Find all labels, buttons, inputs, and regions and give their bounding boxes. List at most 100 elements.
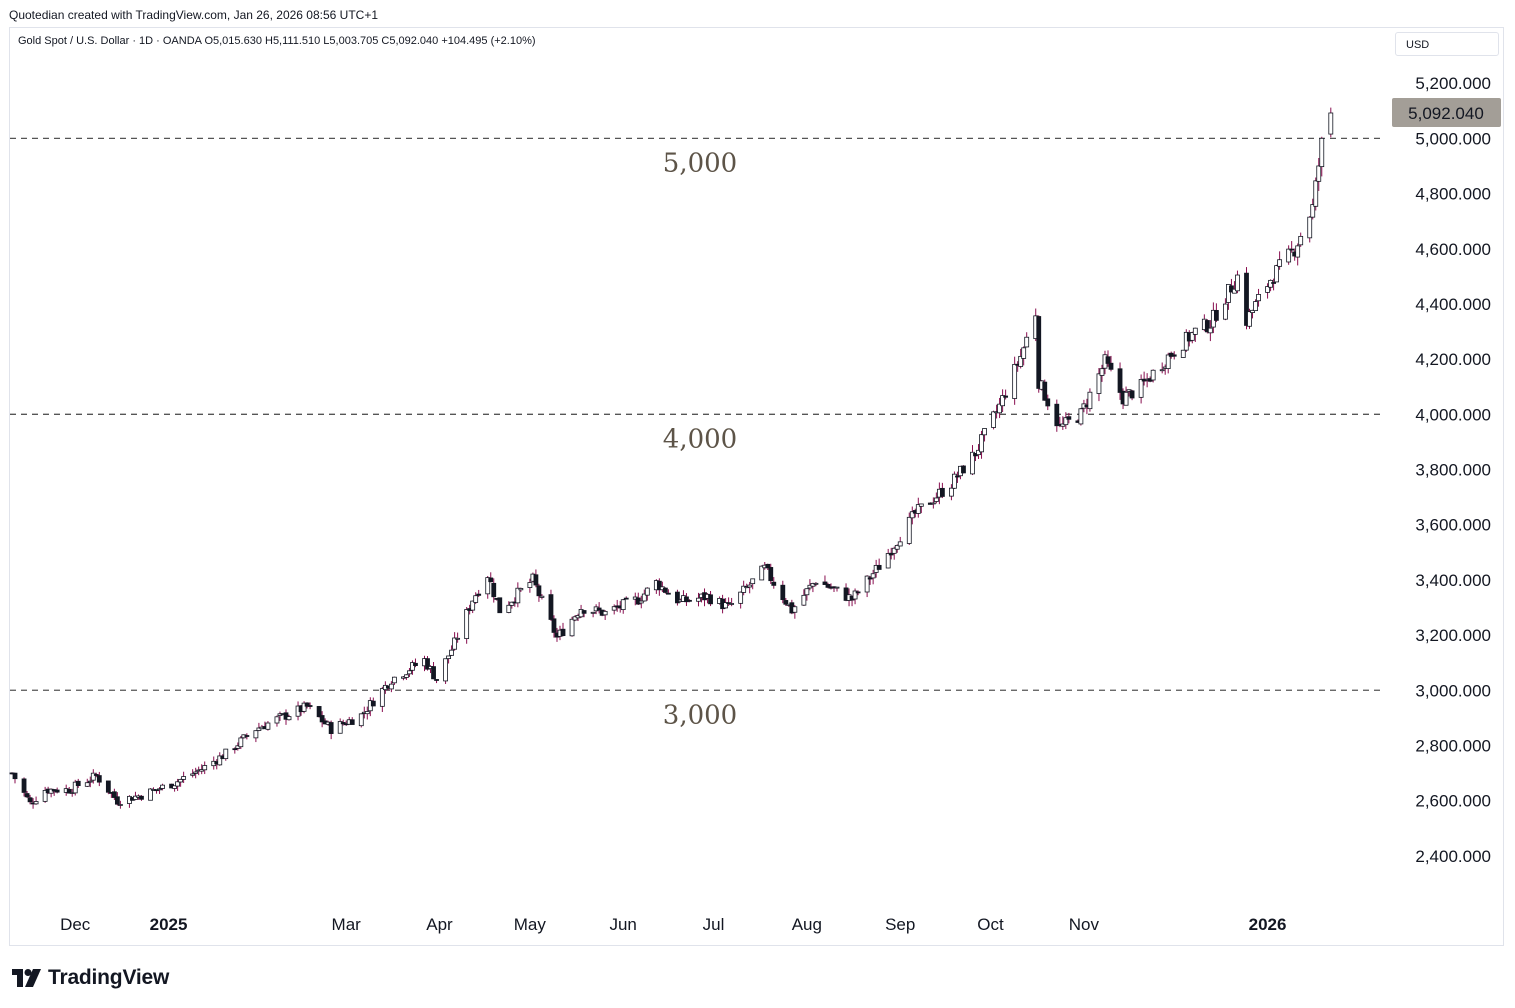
candle xyxy=(175,778,181,791)
candle xyxy=(1295,243,1301,266)
candle-body xyxy=(157,788,162,791)
candle xyxy=(780,580,786,604)
candle-body xyxy=(286,716,292,721)
candle-body xyxy=(253,730,259,739)
candle xyxy=(539,594,545,600)
candle xyxy=(1250,309,1255,319)
candle xyxy=(1036,315,1042,393)
candle xyxy=(825,582,831,589)
candle-body xyxy=(560,628,566,637)
x-tick-label: Mar xyxy=(332,915,362,934)
candle xyxy=(1096,368,1102,402)
candle xyxy=(1226,283,1231,310)
candle xyxy=(1298,232,1304,247)
candle xyxy=(139,795,144,801)
candle xyxy=(656,578,662,596)
candle-body xyxy=(867,577,873,580)
candle-body xyxy=(21,778,27,793)
candle-body xyxy=(1180,349,1186,358)
candle-body xyxy=(801,594,807,606)
candle-body xyxy=(1000,395,1006,407)
candle-body xyxy=(199,769,205,772)
candle-body xyxy=(687,599,692,602)
candle xyxy=(1000,389,1006,412)
candle xyxy=(470,600,476,614)
candle-body xyxy=(708,594,713,605)
candle-body xyxy=(413,662,418,666)
candle-body xyxy=(961,465,966,474)
candle-body xyxy=(641,593,647,602)
candle xyxy=(970,445,975,476)
candle-body xyxy=(870,573,876,579)
candle-body xyxy=(54,789,60,793)
candle-body xyxy=(1307,216,1313,239)
candle-body xyxy=(446,655,451,660)
candle xyxy=(66,786,72,794)
candle-body xyxy=(1129,390,1135,399)
candle xyxy=(623,596,629,600)
candle xyxy=(244,733,250,740)
candle xyxy=(804,588,810,601)
candle-body xyxy=(783,600,789,605)
candle-body xyxy=(160,784,165,789)
candle-body xyxy=(1096,373,1102,394)
candle-body xyxy=(675,591,680,604)
candle xyxy=(476,589,482,598)
candle-body xyxy=(1138,379,1144,398)
candle xyxy=(641,589,647,602)
candle-body xyxy=(855,591,861,594)
candle-body xyxy=(876,564,882,570)
candle xyxy=(452,632,458,651)
candle xyxy=(1165,352,1171,374)
candle-body xyxy=(349,719,355,725)
candle-body xyxy=(1250,309,1255,313)
candle xyxy=(765,563,771,571)
tradingview-logo[interactable]: TradingView xyxy=(12,966,169,990)
candle-body xyxy=(283,712,289,720)
candle xyxy=(1271,278,1276,291)
candle xyxy=(834,586,840,592)
x-tick-label: Nov xyxy=(1069,915,1100,934)
y-tick-label: 5,200.000 xyxy=(1415,74,1491,93)
candle xyxy=(1328,107,1334,138)
candle-body xyxy=(217,755,223,766)
candle xyxy=(1313,177,1319,211)
candle xyxy=(1247,308,1252,329)
candle xyxy=(117,800,123,809)
candle xyxy=(918,503,924,514)
candle-body xyxy=(1192,327,1198,335)
candle xyxy=(425,656,430,671)
candle-body xyxy=(464,609,470,639)
candle xyxy=(572,615,578,622)
candle xyxy=(1024,332,1030,348)
candle-body xyxy=(340,722,346,725)
candle-body xyxy=(979,434,984,453)
candle-body xyxy=(90,772,96,781)
candle-body xyxy=(72,781,78,794)
candle-body xyxy=(404,674,409,678)
candle xyxy=(982,428,987,442)
candle xyxy=(111,788,117,800)
candle xyxy=(939,482,945,499)
candle-body xyxy=(139,795,144,800)
candle-body xyxy=(265,722,271,730)
candle xyxy=(1150,369,1156,383)
candle xyxy=(199,764,205,775)
candle-body xyxy=(274,716,280,724)
candle xyxy=(888,547,894,560)
candle-body xyxy=(1277,259,1283,267)
candle xyxy=(410,660,415,675)
y-tick-label: 4,200.000 xyxy=(1415,350,1491,369)
candle xyxy=(1213,303,1219,323)
currency-selector[interactable]: USD xyxy=(1395,32,1499,56)
candle-body xyxy=(684,596,689,603)
candle-body xyxy=(1247,311,1252,327)
candle xyxy=(1253,299,1258,312)
candle xyxy=(891,546,897,560)
candle xyxy=(87,776,93,788)
candle xyxy=(741,580,747,596)
y-tick-label: 3,800.000 xyxy=(1415,461,1491,480)
candle xyxy=(876,558,882,570)
last-price-label: 5,092.040 xyxy=(1408,104,1484,123)
